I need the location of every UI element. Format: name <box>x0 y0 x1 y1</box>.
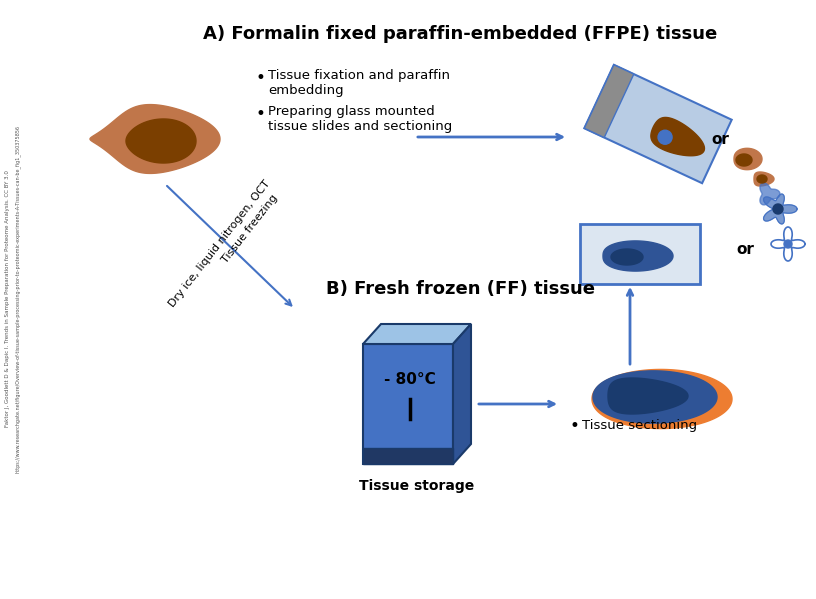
Polygon shape <box>593 371 717 423</box>
Text: Tissue sectioning: Tissue sectioning <box>582 419 697 432</box>
Text: Faktor J, Goodlett D & Dapic I. Trends in Sample Preparation for Proteome Analys: Faktor J, Goodlett D & Dapic I. Trends i… <box>6 171 11 428</box>
Text: Tissue storage: Tissue storage <box>359 479 475 493</box>
Text: - 80°C: - 80°C <box>384 371 436 386</box>
Polygon shape <box>651 117 704 156</box>
Polygon shape <box>363 448 453 464</box>
Text: Tissue fixation and paraffin
embedding: Tissue fixation and paraffin embedding <box>268 69 450 97</box>
Polygon shape <box>592 370 732 428</box>
Text: A) Formalin fixed paraffin-embedded (FFPE) tissue: A) Formalin fixed paraffin-embedded (FFP… <box>203 25 717 43</box>
Polygon shape <box>754 172 774 186</box>
Polygon shape <box>126 119 196 163</box>
Text: Dry ice, liquid nitrogen, OCT: Dry ice, liquid nitrogen, OCT <box>167 179 273 309</box>
Polygon shape <box>90 105 220 174</box>
Polygon shape <box>771 227 805 261</box>
Text: B) Fresh frozen (FF) tissue: B) Fresh frozen (FF) tissue <box>326 280 595 298</box>
Text: https://www.researchgate.net/figure/Overview-of-tissue-sample-processing-prior-t: https://www.researchgate.net/figure/Over… <box>16 125 21 473</box>
Polygon shape <box>773 204 783 214</box>
Polygon shape <box>608 378 688 414</box>
Polygon shape <box>584 65 732 183</box>
Text: •: • <box>255 105 265 123</box>
Text: •: • <box>570 417 580 435</box>
Polygon shape <box>784 240 792 248</box>
Polygon shape <box>764 194 797 224</box>
Polygon shape <box>580 224 700 284</box>
Polygon shape <box>603 241 673 271</box>
Text: or: or <box>736 242 754 257</box>
Polygon shape <box>757 175 767 183</box>
Text: Preparing glass mounted
tissue slides and sectioning: Preparing glass mounted tissue slides an… <box>268 105 452 133</box>
Polygon shape <box>453 324 471 464</box>
Text: or: or <box>711 132 729 147</box>
Polygon shape <box>363 324 471 344</box>
Polygon shape <box>760 183 780 205</box>
Text: Tissue freezing: Tissue freezing <box>220 193 280 265</box>
Polygon shape <box>363 344 453 464</box>
Text: •: • <box>255 69 265 87</box>
Polygon shape <box>734 149 762 170</box>
Circle shape <box>658 130 672 144</box>
Polygon shape <box>611 249 643 265</box>
Polygon shape <box>584 65 634 138</box>
Polygon shape <box>736 154 752 166</box>
